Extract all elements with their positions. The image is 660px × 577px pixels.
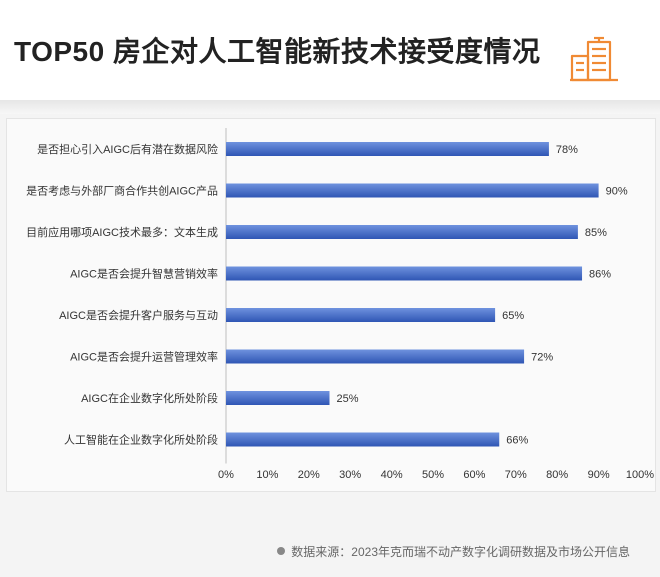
value-label: 25% xyxy=(337,393,359,405)
value-label: 78% xyxy=(556,144,578,156)
chart-frame xyxy=(6,118,656,492)
bar xyxy=(226,225,578,239)
source-note: 数据来源：2023年克而瑞不动产数字化调研数据及市场公开信息 xyxy=(277,543,630,560)
bar xyxy=(226,183,599,198)
x-tick-label: 20% xyxy=(298,469,320,481)
footer xyxy=(0,514,660,577)
bar xyxy=(226,432,500,447)
value-label: 86% xyxy=(589,269,611,281)
value-label: 90% xyxy=(606,186,628,198)
category-label: AIGC是否会提升客户服务与互动 xyxy=(59,308,218,322)
category-label: AIGC是否会提升运营管理效率 xyxy=(70,350,218,364)
x-tick-label: 100% xyxy=(626,469,654,481)
bar xyxy=(226,142,549,156)
value-label: 66% xyxy=(506,435,528,447)
x-tick-label: 0% xyxy=(218,469,234,481)
x-tick-label: 40% xyxy=(381,469,403,481)
category-label: 是否担心引入AIGC后有潜在数据风险 xyxy=(37,142,218,156)
x-tick-label: 80% xyxy=(546,469,568,481)
category-label: AIGC是否会提升智慧营销效率 xyxy=(70,267,218,281)
x-tick-label: 10% xyxy=(256,469,278,481)
category-label: AIGC在企业数字化所处阶段 xyxy=(81,391,218,405)
header-divider xyxy=(0,100,660,114)
bullet-icon xyxy=(277,547,286,555)
buildings-icon xyxy=(570,36,618,82)
value-label: 65% xyxy=(502,310,524,322)
page-title: TOP50 房企对人工智能新技术接受度情况 xyxy=(14,36,541,67)
header: TOP50 房企对人工智能新技术接受度情况 xyxy=(0,0,660,100)
category-label: 目前应用哪项AIGC技术最多：文本生成 xyxy=(26,225,218,239)
bar xyxy=(226,308,496,322)
value-label: 85% xyxy=(585,227,607,239)
x-tick-label: 70% xyxy=(505,469,527,481)
x-tick-label: 60% xyxy=(463,469,485,481)
value-label: 72% xyxy=(531,352,553,364)
bar xyxy=(226,266,583,281)
source-text: 数据来源：2023年克而瑞不动产数字化调研数据及市场公开信息 xyxy=(291,545,630,559)
bar-chart: 是否担心引入AIGC后有潜在数据风险 78% 是否考虑与外部厂商合作共创AIGC产品… xyxy=(26,128,654,481)
category-label: 是否考虑与外部厂商合作共创AIGC产品 xyxy=(26,184,218,198)
x-tick-label: 50% xyxy=(422,469,444,481)
bar xyxy=(226,349,525,364)
category-label: 人工智能在企业数字化所处阶段 xyxy=(64,433,218,447)
x-tick-label: 90% xyxy=(588,469,610,481)
x-tick-label: 30% xyxy=(339,469,361,481)
bar xyxy=(226,391,330,405)
